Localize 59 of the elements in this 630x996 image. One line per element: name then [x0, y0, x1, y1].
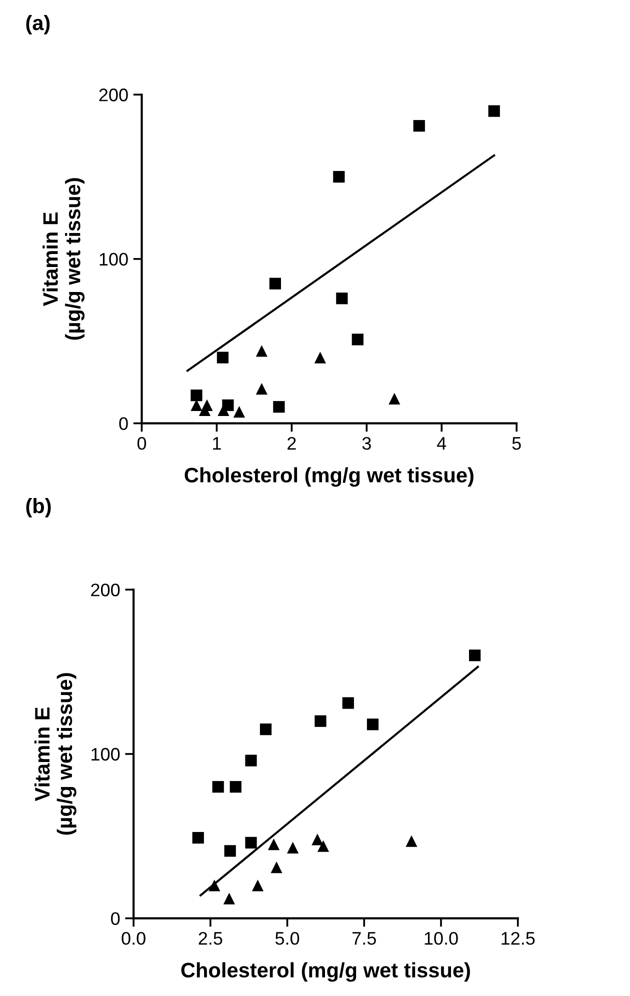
x-tick-label: 4 — [437, 437, 446, 450]
point — [192, 832, 204, 844]
point — [233, 406, 246, 418]
point — [269, 278, 282, 290]
y-tick-label: 200 — [99, 88, 128, 102]
point — [223, 892, 235, 904]
chart-title: (a) — [26, 14, 50, 34]
point — [268, 838, 280, 850]
x-tick-label: 12.5 — [502, 932, 535, 945]
point — [190, 390, 202, 402]
point — [270, 862, 282, 874]
point — [336, 292, 348, 304]
x-tick-label: 0.0 — [122, 932, 146, 945]
point — [256, 345, 268, 357]
point — [260, 724, 272, 736]
point — [287, 842, 299, 854]
x-tick-label: 5.0 — [275, 932, 300, 945]
point — [317, 840, 330, 852]
y-tick-label: 0 — [111, 912, 120, 926]
point — [212, 781, 224, 793]
point — [406, 835, 418, 847]
point — [208, 880, 220, 892]
point — [413, 120, 425, 132]
y-tick-label: 0 — [119, 417, 128, 430]
point — [488, 105, 500, 117]
point — [252, 880, 264, 892]
y-axis-title: Vitamin E (µg/g wet tissue) — [34, 673, 76, 835]
x-tick-label: 10.0 — [424, 932, 458, 945]
x-tick-label: 1 — [213, 437, 221, 450]
y-tick-label: 100 — [100, 252, 128, 266]
point — [273, 401, 285, 413]
chart-title: (b) — [26, 498, 51, 518]
x-axis-title: Cholesterol (mg/g wet tissue) — [184, 467, 474, 487]
x-tick-label: 0 — [137, 436, 146, 450]
y-tick-label: 100 — [92, 748, 120, 761]
point — [366, 718, 379, 730]
x-tick-label: 7.5 — [352, 932, 376, 945]
point — [314, 715, 326, 727]
y-tick-label: 200 — [91, 584, 120, 596]
point — [230, 781, 242, 793]
point — [312, 834, 324, 846]
x-tick-label: 5 — [512, 437, 521, 450]
x-tick-label: 2.5 — [198, 932, 222, 945]
point — [201, 399, 213, 412]
point — [388, 392, 400, 404]
point — [256, 382, 268, 395]
point — [216, 352, 229, 364]
point — [333, 170, 345, 183]
y-axis-title: Vitamin E (µg/g wet tissue) — [42, 178, 85, 340]
point — [245, 836, 257, 849]
point — [245, 754, 257, 766]
x-axis-title: Cholesterol (mg/g wet tissue) — [181, 962, 470, 982]
point — [342, 697, 354, 709]
point — [469, 650, 481, 662]
x-tick-label: 3 — [362, 436, 371, 450]
x-tick-label: 2 — [288, 436, 296, 450]
point — [314, 352, 326, 364]
point — [224, 845, 236, 857]
point — [352, 334, 364, 346]
